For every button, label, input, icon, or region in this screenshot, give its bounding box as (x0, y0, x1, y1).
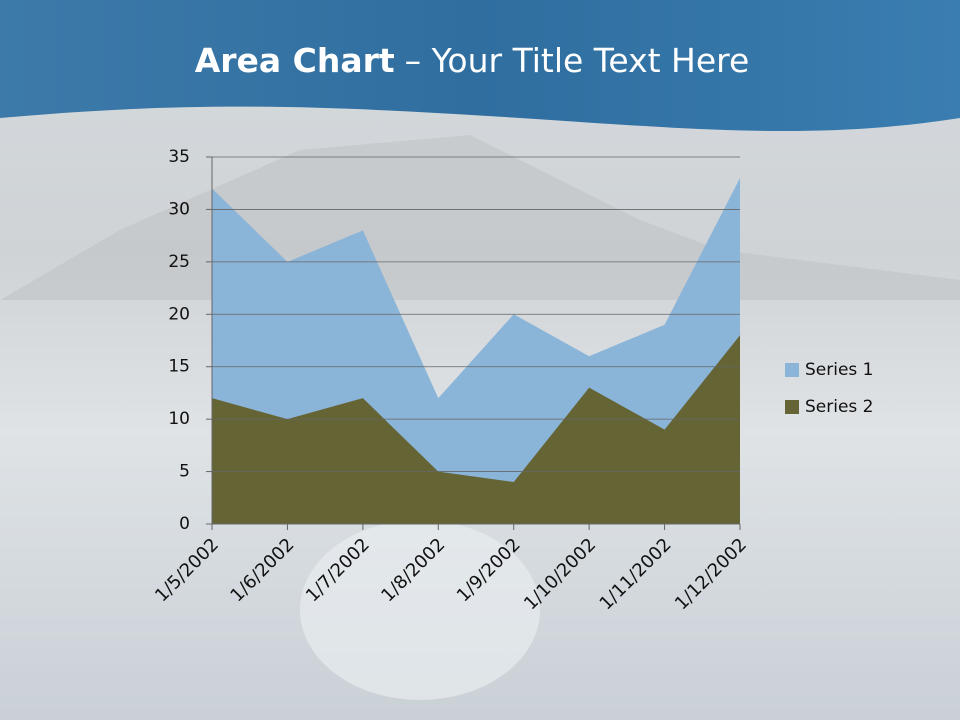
title-bold: Area Chart (195, 41, 395, 80)
y-tick-label: 5 (179, 462, 190, 482)
pool (300, 520, 540, 700)
y-tick-label: 25 (168, 252, 190, 272)
area (212, 335, 740, 524)
legend-label: Series 1 (805, 360, 874, 380)
y-tick-label: 30 (168, 199, 190, 219)
legend-swatch (785, 400, 799, 414)
title-rest: – Your Title Text Here (405, 41, 750, 80)
header-band (0, 0, 960, 132)
y-tick-label: 35 (168, 147, 190, 167)
y-tick-label: 10 (168, 409, 190, 429)
legend-label: Series 2 (805, 397, 874, 417)
y-tick-label: 20 (168, 304, 190, 324)
slide-title: Area Chart – Your Title Text Here (195, 41, 750, 80)
y-tick-label: 0 (179, 514, 190, 534)
legend-swatch (785, 363, 799, 377)
y-tick-label: 15 (168, 357, 190, 377)
